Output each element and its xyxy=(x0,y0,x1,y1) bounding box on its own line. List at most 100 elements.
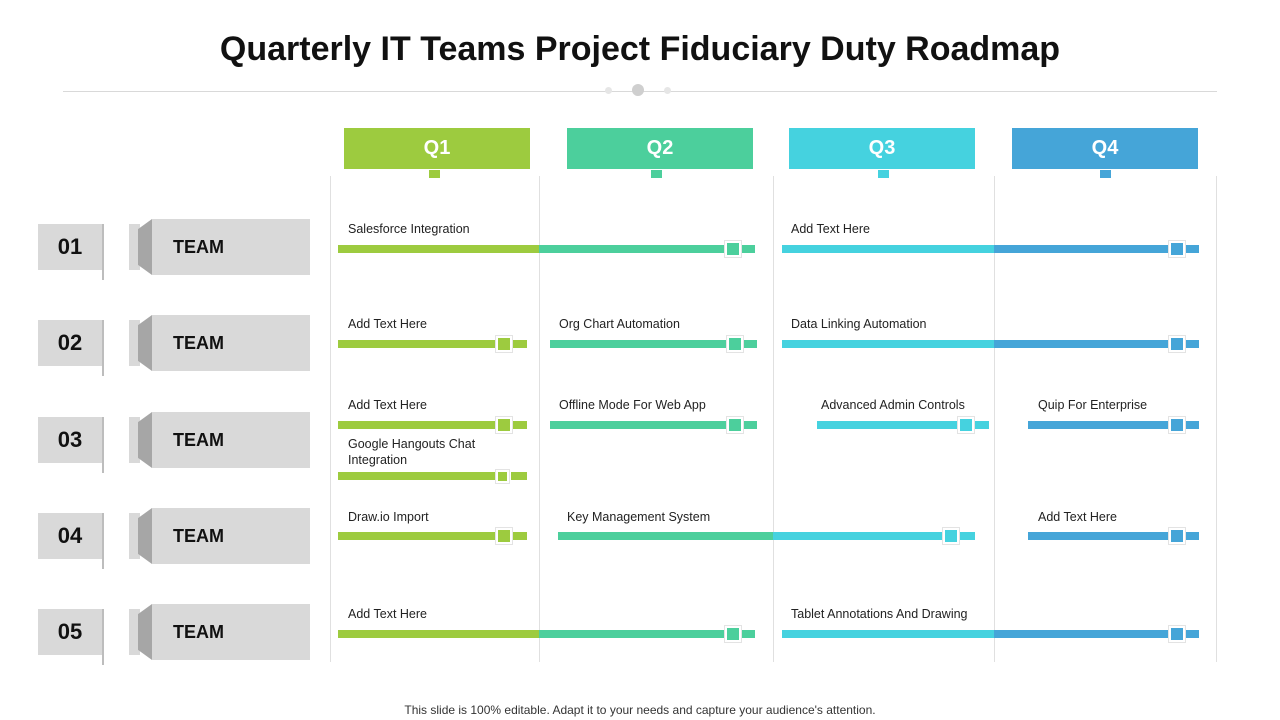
task-bar xyxy=(994,340,1168,348)
task-bar xyxy=(338,472,495,480)
team-tab xyxy=(129,513,140,559)
task-label: Offline Mode For Web App xyxy=(559,398,706,412)
team-label: TEAM xyxy=(152,508,310,564)
task-bar-end xyxy=(511,340,527,348)
task-milestone-marker xyxy=(496,336,512,352)
team-number-shadow xyxy=(102,320,104,376)
task-bar xyxy=(782,340,994,348)
task-bar xyxy=(338,421,495,429)
grid-line xyxy=(539,176,540,662)
task-bar-end xyxy=(1183,421,1199,429)
task-label: Advanced Admin Controls xyxy=(821,398,965,412)
task-bar xyxy=(782,245,994,253)
quarter-header-q3: Q3 xyxy=(789,128,975,169)
task-bar-end xyxy=(741,421,757,429)
team-number: 03 xyxy=(38,417,102,463)
task-bar xyxy=(994,245,1168,253)
task-label: Tablet Annotations And Drawing xyxy=(791,607,968,621)
team-fold xyxy=(138,219,152,275)
task-milestone-marker xyxy=(1169,528,1185,544)
task-milestone-marker xyxy=(727,336,743,352)
team-label: TEAM xyxy=(152,412,310,468)
quarter-header-q4: Q4 xyxy=(1012,128,1198,169)
team-number-shadow xyxy=(102,609,104,665)
quarter-tick-q2 xyxy=(651,170,662,178)
task-bar xyxy=(550,340,726,348)
task-label: Draw.io Import xyxy=(348,510,429,524)
task-milestone-marker xyxy=(1169,626,1185,642)
task-milestone-marker xyxy=(725,626,741,642)
task-bar-end xyxy=(739,630,755,638)
task-bar-end xyxy=(741,340,757,348)
task-label: Data Linking Automation xyxy=(791,317,927,331)
task-bar-end xyxy=(511,532,527,540)
task-milestone-marker xyxy=(1169,241,1185,257)
task-bar xyxy=(782,630,994,638)
task-bar-end xyxy=(973,421,989,429)
team-number: 05 xyxy=(38,609,102,655)
team-number-shadow xyxy=(102,417,104,473)
team-label: TEAM xyxy=(152,315,310,371)
task-label: Quip For Enterprise xyxy=(1038,398,1148,412)
team-fold xyxy=(138,412,152,468)
team-fold xyxy=(138,315,152,371)
task-milestone-marker xyxy=(725,241,741,257)
task-label: Salesforce Integration xyxy=(348,222,470,236)
task-bar-end xyxy=(1183,630,1199,638)
task-bar xyxy=(338,532,495,540)
team-label: TEAM xyxy=(152,604,310,660)
task-bar xyxy=(338,340,495,348)
task-milestone-marker xyxy=(1169,336,1185,352)
grid-line xyxy=(773,176,774,662)
task-milestone-marker xyxy=(496,417,512,433)
team-fold xyxy=(138,508,152,564)
task-label: Key Management System xyxy=(567,510,711,524)
quarter-tick-q3 xyxy=(878,170,889,178)
task-bar xyxy=(1028,421,1168,429)
task-label: Add Text Here xyxy=(1038,510,1117,524)
team-fold xyxy=(138,604,152,660)
quarter-header-q1: Q1 xyxy=(344,128,530,169)
team-tab xyxy=(129,224,140,270)
task-bar xyxy=(539,630,724,638)
task-label: Add Text Here xyxy=(348,317,427,331)
task-milestone-marker xyxy=(958,417,974,433)
quarter-header-q2: Q2 xyxy=(567,128,753,169)
task-bar xyxy=(338,630,539,638)
task-label: Google Hangouts Chat Integration xyxy=(348,437,476,467)
task-label: Add Text Here xyxy=(791,222,870,236)
task-bar xyxy=(817,421,957,429)
quarter-tick-q4 xyxy=(1100,170,1111,178)
team-number: 04 xyxy=(38,513,102,559)
task-bar-end xyxy=(1183,245,1199,253)
quarter-tick-q1 xyxy=(429,170,440,178)
page-title: Quarterly IT Teams Project Fiduciary Dut… xyxy=(219,30,1061,68)
task-bar xyxy=(539,245,724,253)
team-tab xyxy=(129,320,140,366)
grid-line xyxy=(330,176,331,662)
task-bar xyxy=(994,630,1168,638)
task-milestone-marker xyxy=(496,469,509,483)
task-label: Add Text Here xyxy=(348,398,427,412)
task-milestone-marker xyxy=(727,417,743,433)
divider-dot-center xyxy=(632,84,644,96)
divider-dot-right xyxy=(664,87,671,94)
task-milestone-marker xyxy=(496,528,512,544)
team-tab xyxy=(129,417,140,463)
task-bar-end xyxy=(1183,532,1199,540)
task-bar xyxy=(773,532,942,540)
task-label: Org Chart Automation xyxy=(559,317,680,331)
grid-line xyxy=(1216,176,1217,662)
task-bar-end xyxy=(511,421,527,429)
task-milestone-marker xyxy=(1169,417,1185,433)
team-number-shadow xyxy=(102,224,104,280)
task-bar xyxy=(550,421,726,429)
task-label: Add Text Here xyxy=(348,607,427,621)
footer-note: This slide is 100% editable. Adapt it to… xyxy=(404,703,876,717)
grid-line xyxy=(994,176,995,662)
task-bar-end xyxy=(958,532,975,540)
team-label: TEAM xyxy=(152,219,310,275)
task-bar-end xyxy=(739,245,755,253)
task-bar-end xyxy=(511,472,527,480)
task-milestone-marker xyxy=(943,528,959,544)
